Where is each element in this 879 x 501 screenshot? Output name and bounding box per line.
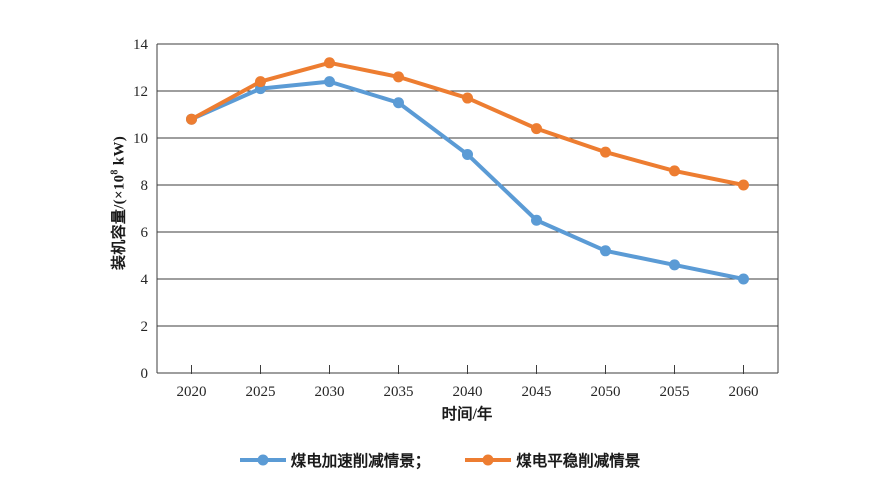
- legend-item-accelerated-scenario: 煤电加速削减情景；: [239, 449, 431, 471]
- data-point-marker: [186, 113, 197, 125]
- y-tick-label: 12: [133, 84, 148, 100]
- data-point-marker: [600, 146, 611, 158]
- legend-line-marker-blue-icon: [239, 454, 286, 466]
- y-tick-label: 2: [141, 319, 149, 335]
- x-tick-label: 2060: [729, 384, 759, 400]
- x-axis-tick-labels: 2020 2025 2030 2035 2040 2045 2050 2055 2060: [177, 365, 759, 400]
- x-tick-label: 2045: [522, 384, 552, 400]
- data-point-marker: [669, 165, 680, 177]
- data-point-marker: [738, 179, 749, 191]
- x-tick-label: 2030: [315, 384, 345, 400]
- data-point-marker: [669, 259, 680, 271]
- legend-item-steady-scenario: 煤电平稳削减情景: [464, 449, 640, 471]
- series-line: [189, 79, 746, 281]
- series-lines: [186, 57, 749, 285]
- x-tick-label: 2050: [591, 384, 621, 400]
- data-point-marker: [738, 273, 749, 285]
- data-point-marker: [462, 148, 473, 160]
- line-chart: 0 2 4 6 8 10 12 14 2020 2025 2030 2035 2040 2045 2050…: [133, 37, 779, 423]
- data-point-marker: [531, 214, 542, 226]
- data-point-marker: [462, 92, 473, 104]
- data-point-marker: [324, 57, 335, 69]
- y-tick-label: 14: [133, 37, 149, 53]
- x-tick-label: 2025: [246, 384, 276, 400]
- legend-line-marker-orange-icon: [465, 454, 512, 466]
- y-axis-title-superscript: 8: [109, 169, 121, 175]
- legend: 煤电加速削减情景； 煤电平稳削减情景: [0, 449, 879, 471]
- x-tick-label: 2040: [453, 384, 483, 400]
- data-point-marker: [531, 123, 542, 135]
- y-axis-tick-labels: 0 2 4 6 8 10 12 14: [133, 37, 149, 382]
- data-point-marker: [324, 76, 335, 88]
- data-point-marker: [255, 76, 266, 88]
- data-point-marker: [600, 245, 611, 257]
- y-tick-label: 6: [141, 225, 149, 241]
- y-tick-label: 4: [141, 272, 149, 288]
- x-tick-label: 2035: [384, 384, 414, 400]
- y-tick-label: 8: [141, 178, 149, 194]
- legend-label-accelerated: 煤电加速削减情景；: [290, 453, 431, 470]
- y-tick-label: 10: [133, 131, 148, 147]
- x-tick-label: 2020: [177, 384, 207, 400]
- series-line: [189, 60, 746, 187]
- y-axis-title-unit: kW): [111, 135, 128, 170]
- y-tick-label: 0: [141, 366, 149, 382]
- legend-label-steady: 煤电平稳削减情景: [516, 453, 641, 470]
- data-point-marker: [393, 97, 404, 109]
- data-point-marker: [393, 71, 404, 83]
- y-axis-title-text: 装机容量/(×10: [111, 174, 128, 271]
- x-tick-label: 2055: [660, 384, 690, 400]
- y-axis-title: 装机容量/(×108 kW): [108, 136, 129, 270]
- x-axis-title: 时间/年: [442, 404, 493, 423]
